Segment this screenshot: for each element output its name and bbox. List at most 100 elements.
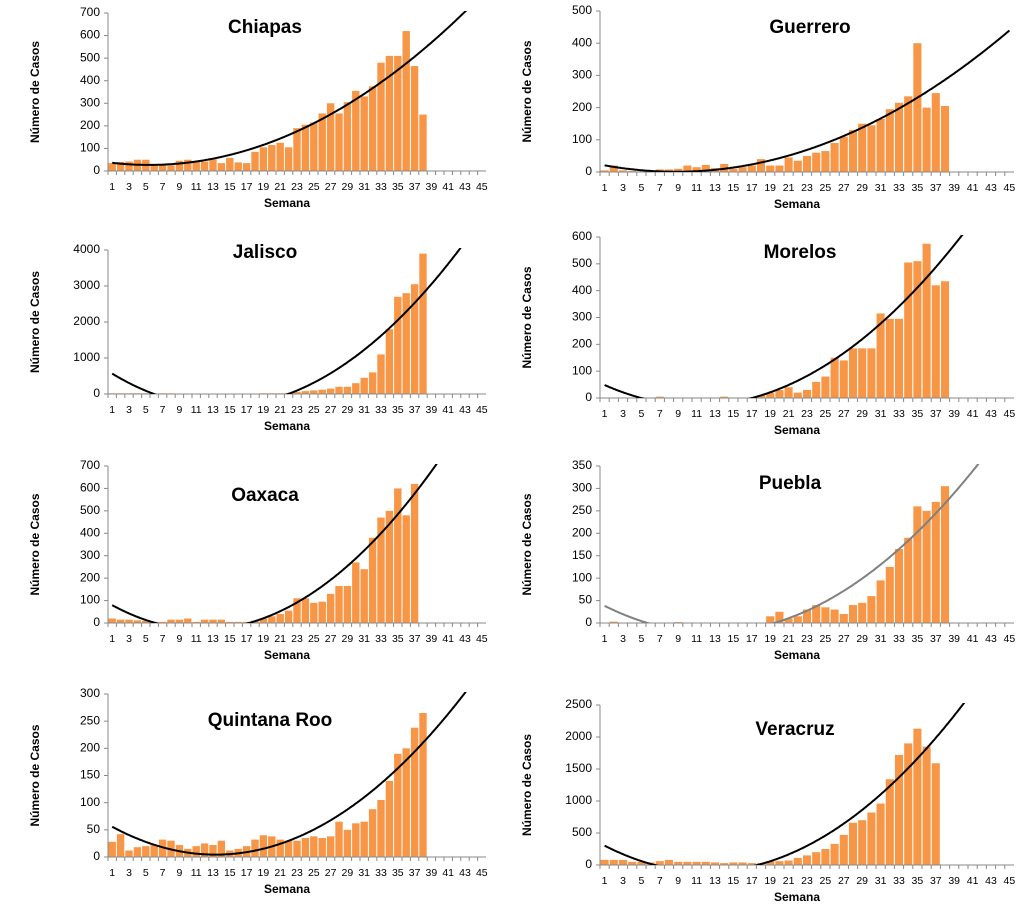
x-tick-label: 9 — [675, 875, 681, 887]
x-tick-label: 9 — [675, 182, 681, 194]
y-tick-label: 300 — [572, 481, 592, 495]
x-tick-label: 35 — [392, 633, 404, 645]
x-tick-label: 1 — [602, 875, 608, 887]
bar — [410, 727, 419, 857]
bar — [830, 843, 839, 865]
x-tick-label: 5 — [143, 633, 149, 645]
x-tick-label: 17 — [746, 182, 758, 194]
bar — [150, 845, 158, 857]
y-tick-label: 2500 — [565, 697, 592, 711]
bar — [226, 157, 234, 171]
x-tick-label: 17 — [746, 408, 758, 420]
x-tick-label: 33 — [893, 408, 905, 420]
bar — [410, 284, 419, 394]
bar — [133, 620, 142, 623]
y-tick-label: 300 — [572, 68, 592, 82]
bar — [276, 614, 284, 623]
bar — [360, 96, 368, 171]
bar — [894, 754, 904, 865]
bar — [318, 601, 326, 623]
x-tick-label: 19 — [764, 182, 776, 194]
bar — [876, 803, 885, 865]
x-tick-label: 29 — [856, 182, 868, 194]
bar — [784, 860, 793, 865]
bar — [402, 293, 410, 394]
bar — [609, 859, 618, 865]
x-tick-label: 37 — [409, 181, 421, 193]
trendline — [111, 248, 462, 394]
bar — [931, 763, 940, 865]
y-axis-label: Número de Casos — [520, 734, 534, 836]
x-tick-label: 37 — [930, 182, 942, 194]
bar — [876, 580, 885, 623]
bar — [904, 262, 913, 398]
bar — [360, 821, 368, 857]
x-tick-label: 3 — [126, 867, 132, 879]
chart-title: Guerrero — [769, 17, 850, 38]
bar — [913, 261, 922, 398]
bar — [259, 147, 268, 171]
x-tick-label: 35 — [912, 875, 924, 887]
bar — [234, 162, 242, 171]
y-tick-label: 50 — [579, 593, 593, 607]
x-tick-label: 11 — [691, 875, 702, 887]
bar — [830, 143, 839, 172]
x-tick-label: 43 — [459, 867, 471, 879]
bar — [150, 164, 158, 171]
bar — [683, 165, 692, 172]
bar — [402, 31, 410, 171]
x-tick-label: 43 — [985, 633, 997, 645]
x-tick-label: 23 — [801, 182, 813, 194]
bar — [352, 823, 360, 857]
bar — [301, 598, 310, 623]
bar — [904, 743, 913, 865]
x-tick-label: 31 — [875, 182, 887, 194]
x-tick-label: 27 — [325, 633, 337, 645]
bar — [142, 846, 150, 857]
bar — [802, 389, 812, 398]
bar — [756, 395, 766, 398]
x-axis-label: Semana — [264, 419, 310, 433]
bar — [158, 621, 167, 623]
x-tick-label: 9 — [176, 404, 182, 416]
x-tick-label: 17 — [241, 404, 253, 416]
y-axis-label: Número de Casos — [28, 41, 42, 143]
x-tick-label: 3 — [620, 633, 626, 645]
x-tick-label: 27 — [838, 633, 850, 645]
chart-title: Chiapas — [228, 17, 302, 38]
bar — [343, 585, 352, 623]
x-tick-label: 5 — [143, 181, 149, 193]
y-tick-label: 400 — [572, 283, 592, 297]
x-tick-label: 37 — [409, 867, 421, 879]
trendline — [604, 29, 1011, 172]
bar — [618, 170, 628, 172]
bar — [385, 510, 394, 623]
x-tick-label: 9 — [176, 181, 182, 193]
bar — [802, 855, 812, 865]
x-tick-label: 41 — [967, 182, 979, 194]
bar — [326, 103, 335, 171]
y-axis-label: Número de Casos — [28, 493, 42, 595]
bar — [368, 372, 377, 394]
chart-title: Veracruz — [755, 719, 834, 740]
bar — [394, 55, 402, 172]
bar — [738, 167, 747, 172]
x-tick-label: 27 — [325, 404, 337, 416]
bar — [310, 390, 318, 394]
bar — [894, 102, 904, 172]
bar — [848, 605, 858, 623]
bar — [200, 161, 209, 171]
x-tick-label: 3 — [620, 182, 626, 194]
bar — [655, 861, 664, 865]
bar — [234, 621, 242, 623]
x-tick-label: 27 — [325, 867, 337, 879]
bar — [209, 845, 217, 857]
bar — [326, 593, 335, 623]
x-tick-label: 19 — [258, 633, 270, 645]
x-tick-label: 1 — [109, 633, 115, 645]
x-tick-label: 1 — [109, 404, 115, 416]
bar — [284, 147, 293, 171]
